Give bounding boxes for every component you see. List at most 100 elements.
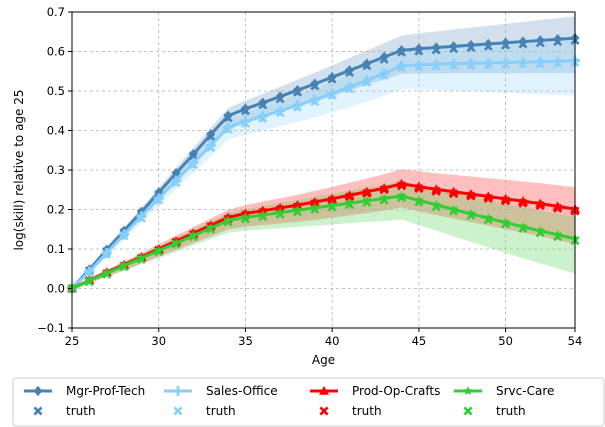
truth-point [501, 196, 511, 206]
series-point [292, 200, 303, 209]
x-axis-label: Age [312, 353, 335, 367]
truth-point [310, 204, 320, 215]
legend-label: Mgr-Prof-Tech [66, 384, 145, 398]
series-point [518, 221, 528, 231]
series-point [517, 57, 528, 68]
y-tick-label: 0.7 [47, 5, 65, 19]
truth-point [327, 90, 337, 100]
series-point [431, 199, 441, 209]
legend-item-2: Prod-Op-Crafts truth [310, 384, 440, 418]
legend-marker [319, 386, 329, 395]
truth-point [362, 77, 372, 87]
series-point [396, 191, 407, 201]
truth-point [535, 201, 545, 211]
legend-label: Sales-Office [206, 384, 278, 398]
truth-point [501, 219, 511, 229]
series-point [344, 198, 355, 208]
truth-point [327, 74, 337, 84]
truth-point [466, 210, 476, 220]
truth-point [414, 197, 424, 207]
series-point [379, 68, 390, 79]
truth-point [258, 113, 268, 123]
truth-point [535, 228, 545, 238]
series-1 [67, 55, 580, 294]
series-point [309, 94, 320, 105]
truth-point [102, 250, 112, 260]
truth-point [483, 215, 493, 225]
series-point [535, 198, 546, 208]
legend-truth-marker [463, 406, 473, 416]
legend-truth-marker [33, 406, 43, 416]
truth-point [466, 43, 476, 53]
truth-point [240, 118, 250, 128]
series-point [344, 190, 355, 200]
truth-point [84, 277, 94, 287]
truth-point [171, 178, 181, 188]
series-point [465, 58, 476, 69]
truth-point [206, 224, 216, 234]
series-point [466, 208, 476, 218]
legend-truth-label: truth [66, 404, 96, 418]
series-point [292, 100, 303, 111]
truth-point [310, 81, 320, 91]
series-point [413, 181, 424, 191]
truth-point [379, 54, 389, 64]
y-tick-label: 0.2 [47, 203, 65, 217]
series-point [344, 82, 355, 93]
truth-point [292, 87, 303, 97]
y-tick-label: 0.6 [47, 45, 65, 59]
x-tick-label: 40 [325, 334, 340, 348]
truth-point [102, 269, 112, 279]
truth-point [449, 61, 459, 71]
y-tick-label: −0.1 [37, 321, 65, 335]
y-tick-label: 0.3 [47, 163, 65, 177]
truth-point [327, 202, 337, 212]
series-point [275, 202, 286, 212]
truth-point [362, 197, 372, 207]
band-2 [72, 169, 575, 291]
truth-point [518, 59, 528, 69]
legend-marker [33, 385, 43, 397]
y-tick-label: 0.1 [47, 242, 65, 256]
legend-truth-marker [319, 406, 329, 416]
series-point [188, 157, 199, 168]
series-lines [67, 32, 580, 294]
truth-point [379, 195, 389, 205]
truth-point [431, 61, 441, 71]
series-point [327, 200, 337, 210]
truth-point [379, 185, 389, 195]
legend: Mgr-Prof-Tech truth Sales-Office truth Prod-… [12, 377, 605, 427]
y-tick-label: 0.0 [47, 282, 65, 296]
series-point [379, 193, 389, 203]
truth-point [275, 94, 285, 104]
truth-point [553, 203, 563, 213]
series-point [500, 193, 511, 203]
series-point [275, 105, 286, 116]
truth-point [240, 214, 250, 224]
x-tick-label: 30 [151, 334, 166, 348]
series-point [431, 59, 442, 70]
truth-point [258, 212, 268, 222]
series-point [361, 186, 372, 196]
series-point [361, 75, 372, 86]
truth-point [154, 195, 164, 205]
truth-point [414, 62, 424, 72]
truth-point [553, 232, 563, 242]
truth-point [483, 60, 493, 70]
truth-point [292, 102, 303, 112]
legend-item-3: Srvc-Care truth [454, 384, 554, 418]
legend-marker [463, 386, 473, 396]
x-tick-label: 35 [238, 334, 253, 348]
truth-point [431, 186, 441, 196]
truth-point [171, 239, 181, 249]
series-point [500, 217, 511, 227]
truth-point [553, 58, 563, 68]
truth-point [154, 247, 164, 257]
series-point [414, 195, 424, 205]
truth-point [518, 198, 528, 208]
legend-item-0: Mgr-Prof-Tech truth [24, 384, 145, 418]
legend-label: Srvc-Care [496, 384, 554, 398]
truth-point [188, 160, 198, 170]
truth-point [119, 262, 129, 272]
series-point [310, 202, 320, 212]
